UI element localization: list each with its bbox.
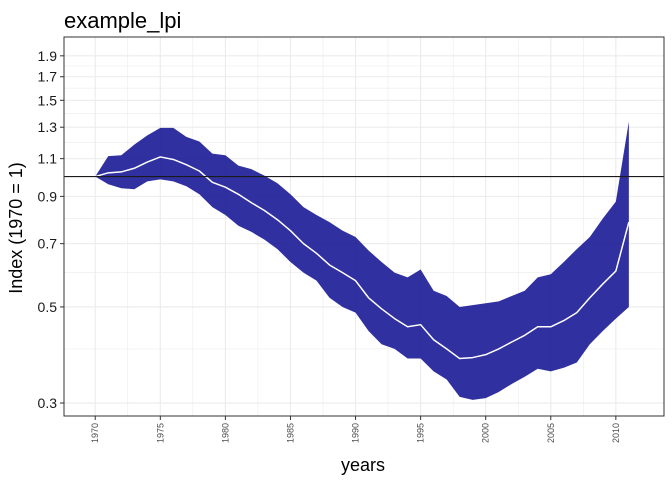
y-tick-label: 0.5 (38, 299, 58, 315)
y-tick-label: 1.3 (38, 119, 58, 135)
x-axis-label: years (341, 455, 385, 475)
y-tick-label: 1.1 (38, 151, 58, 167)
x-tick-label: 1985 (285, 423, 295, 443)
x-tick-label: 2005 (546, 423, 556, 443)
index-line (95, 156, 630, 360)
chart-title: example_lpi (64, 8, 181, 33)
y-axis-label: Index (1970 = 1) (6, 162, 26, 294)
y-axis: 0.3 0.5 0.7 0.9 1.1 1.3 1.5 1.7 1.9 (38, 48, 64, 411)
y-tick-label: 1.7 (38, 69, 58, 85)
y-tick-label: 1.9 (38, 48, 58, 64)
y-tick-label: 1.5 (38, 92, 58, 108)
x-tick-label: 1975 (155, 423, 165, 443)
x-tick-label: 1980 (220, 423, 230, 443)
y-tick-label: 0.3 (38, 395, 58, 411)
confidence-band (95, 121, 629, 400)
x-tick-label: 1970 (90, 423, 100, 443)
x-tick-label: 1990 (351, 423, 361, 443)
x-axis: 1970 1975 1980 1985 1990 1995 2000 2005 2010 (90, 416, 621, 443)
y-tick-label: 0.7 (38, 236, 58, 252)
index-line-layer (95, 156, 630, 360)
x-tick-label: 2000 (481, 423, 491, 443)
panel-border (63, 36, 665, 417)
confidence-band-layer (95, 121, 629, 400)
x-tick-label: 2010 (611, 423, 621, 443)
x-tick-label: 1995 (416, 423, 426, 443)
y-tick-label: 0.9 (38, 188, 58, 204)
